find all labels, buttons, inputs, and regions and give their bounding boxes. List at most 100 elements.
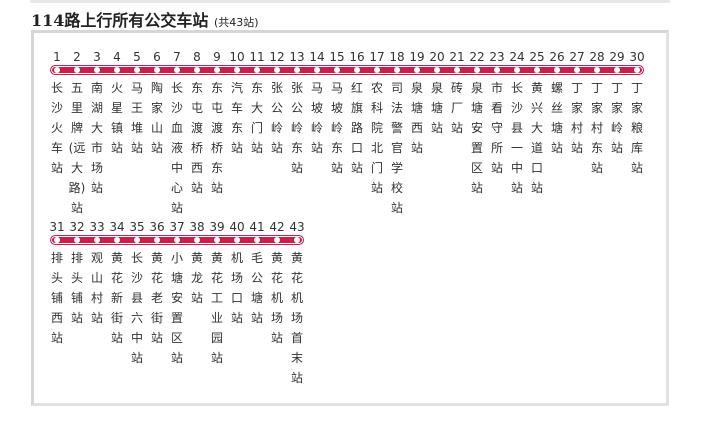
station-number: 17: [369, 50, 385, 64]
station-number: 35: [129, 220, 145, 234]
station-number: 34: [109, 220, 125, 234]
station-dot: [294, 67, 300, 73]
station-number: 20: [429, 50, 445, 64]
station-dot: [354, 67, 360, 73]
station-link[interactable]: 张公岭站: [270, 81, 283, 155]
station-number: 25: [529, 50, 545, 64]
station-dot: [434, 67, 440, 73]
station-link[interactable]: 马王堆站: [130, 81, 143, 155]
station-number: 42: [269, 220, 285, 234]
station-dot: [194, 67, 200, 73]
station-dot: [114, 237, 120, 243]
station-link[interactable]: 长沙县一中站: [510, 81, 523, 195]
station-number: 31: [49, 220, 65, 234]
station-number: 23: [489, 50, 505, 64]
station-dot: [94, 67, 100, 73]
station-link[interactable]: 黄花机场首末站: [290, 251, 303, 385]
station-link[interactable]: 丁家村东站: [590, 81, 603, 175]
station-number: 22: [469, 50, 485, 64]
station-link[interactable]: 泉塘站: [430, 81, 443, 135]
station-diagram: [31, 30, 669, 406]
station-dot: [134, 237, 140, 243]
station-dot: [254, 67, 260, 73]
page-title: 114路上行所有公交车站 (共43站): [31, 7, 259, 31]
station-link[interactable]: 排头铺站: [70, 251, 83, 325]
station-dot: [214, 67, 220, 73]
station-link[interactable]: 黄花新街站: [110, 251, 123, 345]
station-link[interactable]: 黄龙站: [190, 251, 203, 305]
station-number: 39: [209, 220, 225, 234]
station-link[interactable]: 机场口站: [230, 251, 243, 325]
station-link[interactable]: 黄花工业园站: [210, 251, 223, 365]
station-link[interactable]: 砖厂站: [450, 81, 463, 135]
station-dot: [54, 237, 60, 243]
station-number: 2: [73, 50, 81, 64]
station-dot: [274, 67, 280, 73]
station-link[interactable]: 螺丝塘站: [550, 81, 563, 155]
station-dot: [254, 237, 260, 243]
station-dot: [634, 67, 640, 73]
station-number: 7: [173, 50, 181, 64]
station-link[interactable]: 南湖大市场站: [90, 81, 103, 195]
station-number: 26: [549, 50, 565, 64]
station-number: 30: [629, 50, 645, 64]
station-number: 13: [289, 50, 305, 64]
station-dot: [614, 67, 620, 73]
station-link[interactable]: 马坡岭站: [310, 81, 323, 155]
station-link[interactable]: 红旗路口站: [350, 81, 363, 175]
station-link[interactable]: 丁家粮库站: [630, 81, 643, 175]
station-dot: [554, 67, 560, 73]
station-number: 14: [309, 50, 325, 64]
station-number: 29: [609, 50, 625, 64]
station-dot: [534, 67, 540, 73]
station-number: 27: [569, 50, 585, 64]
station-number: 6: [153, 50, 161, 64]
station-number: 24: [509, 50, 525, 64]
station-link[interactable]: 司法警官学校站: [390, 81, 403, 215]
station-dot: [494, 67, 500, 73]
station-link[interactable]: 农科院北门站: [370, 81, 383, 195]
station-link[interactable]: 陶家山站: [150, 81, 163, 155]
station-link[interactable]: 泉塘西站: [410, 81, 423, 155]
station-dot: [314, 67, 320, 73]
station-link[interactable]: 泉塘安置区站: [470, 81, 483, 195]
station-number: 5: [133, 50, 141, 64]
station-link[interactable]: 小塘安置区站: [170, 251, 183, 365]
station-link[interactable]: 丁家村站: [570, 81, 583, 155]
station-dot: [114, 67, 120, 73]
station-dot: [174, 237, 180, 243]
station-number: 16: [349, 50, 365, 64]
station-number: 41: [249, 220, 265, 234]
station-link[interactable]: 黄花老街站: [150, 251, 163, 345]
station-dot: [234, 67, 240, 73]
station-dot: [234, 237, 240, 243]
station-number: 43: [289, 220, 305, 234]
station-link[interactable]: 长沙县六中站: [130, 251, 143, 365]
station-link[interactable]: 五里牌 (远大路) 站: [68, 81, 86, 215]
station-number: 12: [269, 50, 285, 64]
station-link[interactable]: 东屯渡桥东站: [210, 81, 223, 195]
station-link[interactable]: 长沙火车站: [50, 81, 63, 175]
station-link[interactable]: 观山村站: [90, 251, 103, 325]
station-number: 33: [89, 220, 105, 234]
station-link[interactable]: 毛公塘站: [250, 251, 263, 325]
station-link[interactable]: 市看守所站: [490, 81, 503, 175]
station-link[interactable]: 长沙血液中心站: [170, 81, 183, 215]
station-link[interactable]: 黄兴大道口站: [530, 81, 543, 195]
station-link[interactable]: 排头铺西站: [50, 251, 63, 345]
station-link[interactable]: 丁家岭站: [610, 81, 623, 155]
station-dot: [374, 67, 380, 73]
station-number: 40: [229, 220, 245, 234]
station-link[interactable]: 张公岭东站: [290, 81, 303, 175]
station-link[interactable]: 东大门站: [250, 81, 263, 155]
station-dot: [154, 237, 160, 243]
station-dot: [74, 237, 80, 243]
station-dot: [594, 67, 600, 73]
station-link[interactable]: 黄花机场站: [270, 251, 283, 345]
station-dot: [414, 67, 420, 73]
station-link[interactable]: 汽车东站: [230, 81, 243, 155]
station-dot: [294, 237, 300, 243]
station-link[interactable]: 东屯渡桥西站: [190, 81, 203, 195]
station-link[interactable]: 马坡岭东站: [330, 81, 343, 175]
station-link[interactable]: 火星镇站: [110, 81, 123, 155]
